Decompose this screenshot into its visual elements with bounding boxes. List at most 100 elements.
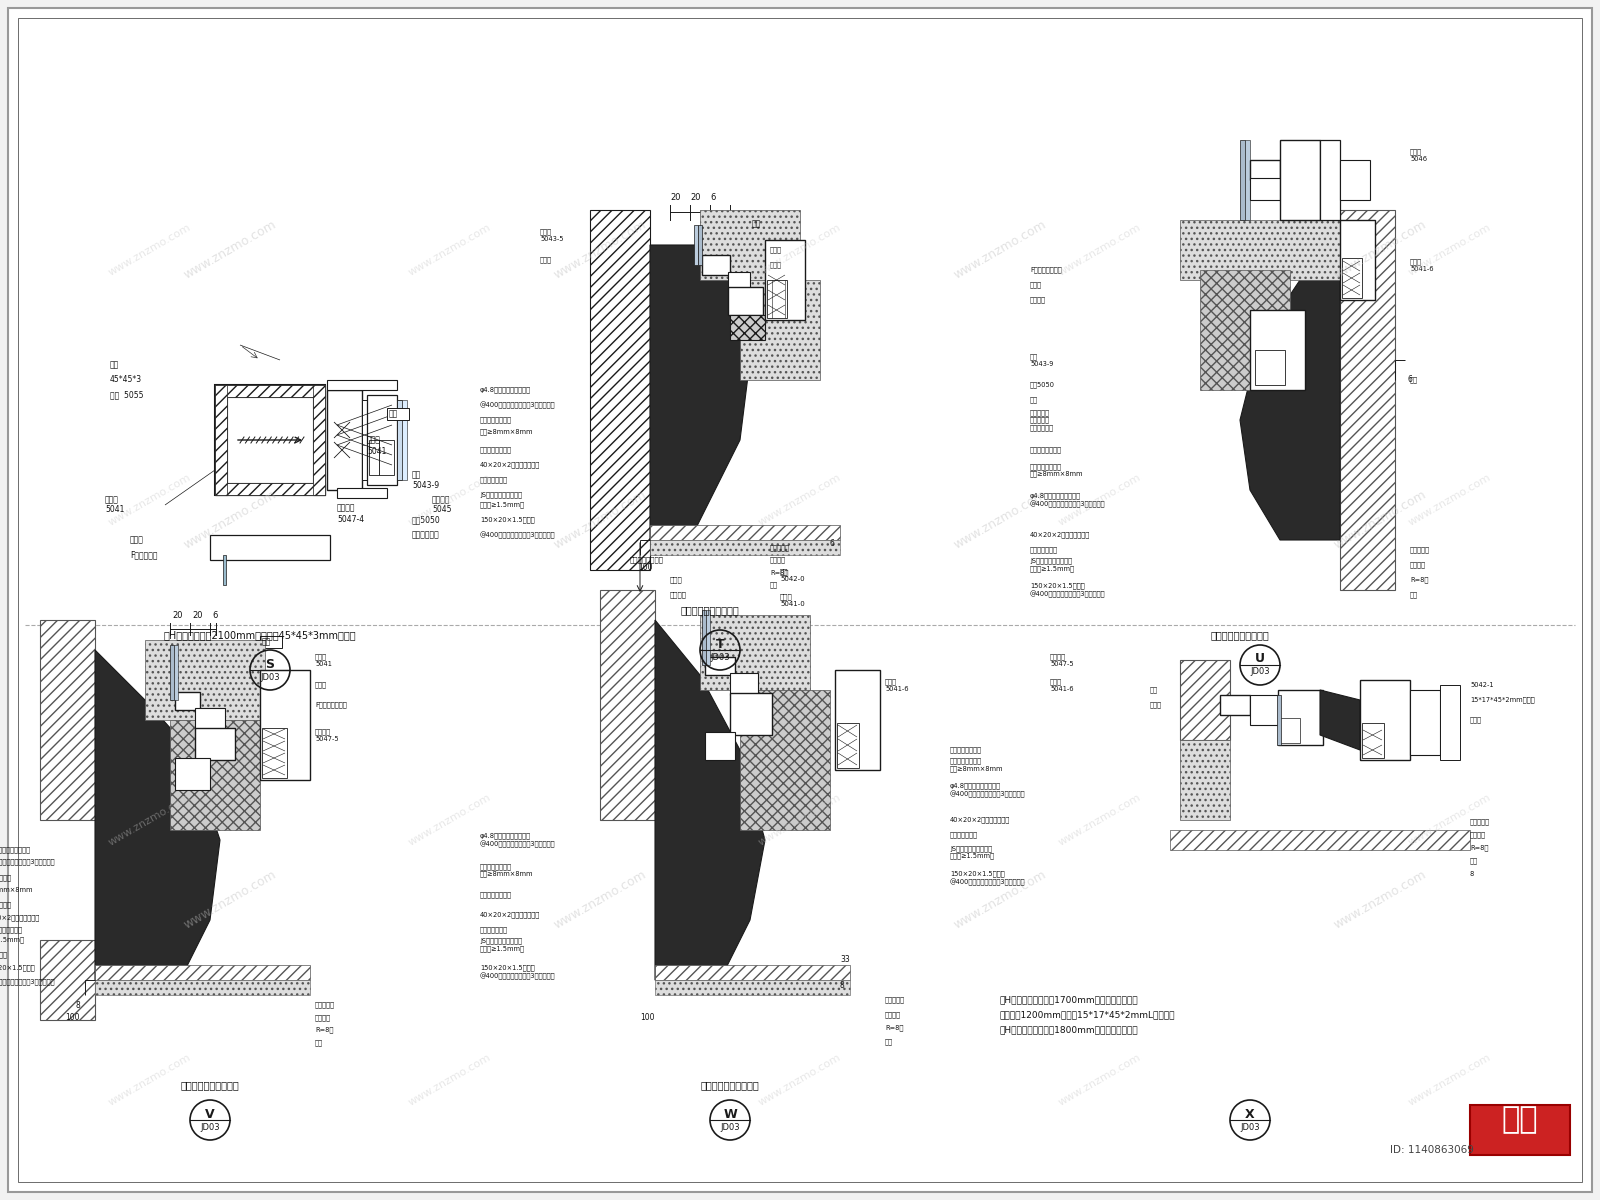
Text: www.znzmo.com: www.znzmo.com [406, 1052, 493, 1108]
Bar [1440, 685, 1459, 760]
Text: JD03: JD03 [720, 1122, 739, 1132]
Text: JS复合防水涂刷防水层
（厚度≥1.5mm）: JS复合防水涂刷防水层 （厚度≥1.5mm） [950, 845, 995, 859]
Text: 8: 8 [840, 980, 845, 990]
Text: 20: 20 [670, 193, 680, 203]
Text: 40×20×2矩钢（钢附框）: 40×20×2矩钢（钢附框） [480, 462, 541, 468]
Text: www.znzmo.com: www.znzmo.com [1331, 868, 1429, 932]
Bar [1277, 695, 1282, 745]
Bar [1181, 220, 1341, 280]
Bar [366, 395, 397, 485]
Bar [702, 610, 706, 665]
Text: 玻璃胶: 玻璃胶 [130, 535, 144, 545]
Text: 室内: 室内 [389, 409, 398, 419]
Text: S: S [266, 658, 275, 671]
Text: 5041: 5041 [106, 505, 125, 515]
Text: www.znzmo.com: www.znzmo.com [757, 792, 843, 847]
Bar [1470, 1105, 1570, 1154]
Text: www.znzmo.com: www.znzmo.com [757, 222, 843, 277]
Text: 中性硅酮密封胶收: 中性硅酮密封胶收 [0, 875, 13, 881]
Bar [210, 535, 330, 560]
Bar [837, 722, 859, 768]
Bar [387, 408, 410, 420]
Text: www.znzmo.com: www.znzmo.com [1331, 488, 1429, 552]
Bar [1280, 140, 1320, 220]
Text: @400布置（每边不小于3个固定点）: @400布置（每边不小于3个固定点） [0, 978, 56, 985]
Bar [650, 526, 840, 540]
Text: 推拉扇: 推拉扇 [1150, 702, 1162, 708]
Bar [1240, 140, 1245, 220]
Bar [1320, 140, 1341, 220]
Text: 当H高度尺寸大于等于1700mm，且板块分格宽度: 当H高度尺寸大于等于1700mm，且板块分格宽度 [1000, 996, 1139, 1004]
Text: 射钉: 射钉 [315, 1039, 323, 1046]
Text: ID: 1140863069: ID: 1140863069 [1390, 1145, 1474, 1154]
Text: 知末: 知末 [1502, 1105, 1538, 1134]
Text: www.znzmo.com: www.znzmo.com [757, 1052, 843, 1108]
Bar [1250, 310, 1306, 390]
Text: @400布置（每边不小于3个固定点）: @400布置（每边不小于3个固定点） [0, 858, 56, 865]
Polygon shape [1320, 690, 1360, 750]
Text: 20: 20 [173, 612, 182, 620]
Text: 窗扇框
5041-6: 窗扇框 5041-6 [885, 678, 909, 692]
Text: 窗扇框: 窗扇框 [106, 496, 118, 504]
Text: 中性硅酮密封胶收: 中性硅酮密封胶收 [480, 416, 512, 424]
Polygon shape [1240, 240, 1341, 540]
Text: 装修完成面: 装修完成面 [1410, 547, 1430, 553]
Text: www.znzmo.com: www.znzmo.com [1406, 792, 1493, 847]
Text: 涂料面层: 涂料面层 [1470, 832, 1486, 839]
Text: www.znzmo.com: www.znzmo.com [181, 218, 278, 282]
Text: 射钉: 射钉 [770, 582, 778, 588]
Text: www.znzmo.com: www.znzmo.com [181, 868, 278, 932]
Bar [222, 554, 226, 584]
Text: φ4.8不锈钢自攻自钻螺钉
@400布置（每边不小于3个固定点）: φ4.8不锈钢自攻自钻螺钉 @400布置（每边不小于3个固定点） [950, 782, 1026, 798]
Text: 覆膜板
5043-5: 覆膜板 5043-5 [541, 228, 563, 242]
Bar [765, 240, 805, 320]
Bar [370, 440, 379, 475]
Bar [170, 646, 174, 700]
Text: 聚氨酯发泡剂填缝: 聚氨酯发泡剂填缝 [480, 446, 512, 454]
Text: www.znzmo.com: www.znzmo.com [107, 1052, 194, 1108]
Text: U: U [1254, 653, 1266, 666]
Text: 玻璃垫块: 玻璃垫块 [1030, 296, 1046, 304]
Text: www.znzmo.com: www.znzmo.com [181, 488, 278, 552]
Bar [1342, 258, 1362, 298]
Text: 8: 8 [1470, 871, 1474, 877]
Text: φ4.8不锈钢自攻自钻螺钉: φ4.8不锈钢自攻自钻螺钉 [480, 386, 531, 394]
Text: 5045: 5045 [432, 505, 451, 515]
Text: R=8弧: R=8弧 [315, 1027, 333, 1033]
Bar [397, 400, 402, 480]
Bar [1181, 740, 1230, 820]
Text: 聚合物水泥砂浆: 聚合物水泥砂浆 [480, 476, 509, 484]
Text: 装修完成面: 装修完成面 [1470, 818, 1490, 826]
Text: 山料: 山料 [413, 470, 421, 480]
Text: 窗扇框
5041-6: 窗扇框 5041-6 [1050, 678, 1074, 692]
Text: 聚合物水泥砂浆: 聚合物水泥砂浆 [0, 952, 8, 959]
Bar [326, 390, 362, 490]
Bar [195, 708, 226, 730]
Text: 100: 100 [640, 1014, 654, 1022]
Text: 玻璃胶: 玻璃胶 [770, 247, 782, 253]
Bar [314, 385, 325, 494]
Text: 扇料
5043-9: 扇料 5043-9 [1030, 353, 1053, 367]
Text: F绿钢化玻璃: F绿钢化玻璃 [130, 551, 157, 559]
Text: 20: 20 [690, 193, 701, 203]
Text: www.znzmo.com: www.znzmo.com [952, 218, 1048, 282]
Text: （厚度≥1.5mm）: （厚度≥1.5mm） [480, 502, 525, 509]
Text: www.znzmo.com: www.znzmo.com [757, 473, 843, 528]
Text: 玻璃胶: 玻璃胶 [315, 682, 326, 689]
Bar [40, 940, 94, 1020]
Bar [94, 965, 310, 980]
Text: R=8弧: R=8弧 [770, 570, 789, 576]
Polygon shape [650, 245, 750, 540]
Bar [728, 287, 763, 314]
Text: 钉阶框部位使用此节点: 钉阶框部位使用此节点 [181, 1080, 240, 1090]
Bar [214, 385, 325, 397]
Bar [1341, 220, 1374, 300]
Text: 8: 8 [75, 1001, 80, 1009]
Text: 钉阶框部位使用此节点: 钉阶框部位使用此节点 [680, 605, 739, 614]
Text: 当H高度尺寸小于等于1800mm，采用普通中工。: 当H高度尺寸小于等于1800mm，采用普通中工。 [1000, 1026, 1139, 1034]
Text: @400布置（每边不小于3个固定点）: @400布置（每边不小于3个固定点） [480, 532, 555, 539]
Bar [1250, 695, 1278, 725]
Text: www.znzmo.com: www.znzmo.com [952, 488, 1048, 552]
Bar [1254, 350, 1285, 385]
Bar [1250, 178, 1280, 200]
